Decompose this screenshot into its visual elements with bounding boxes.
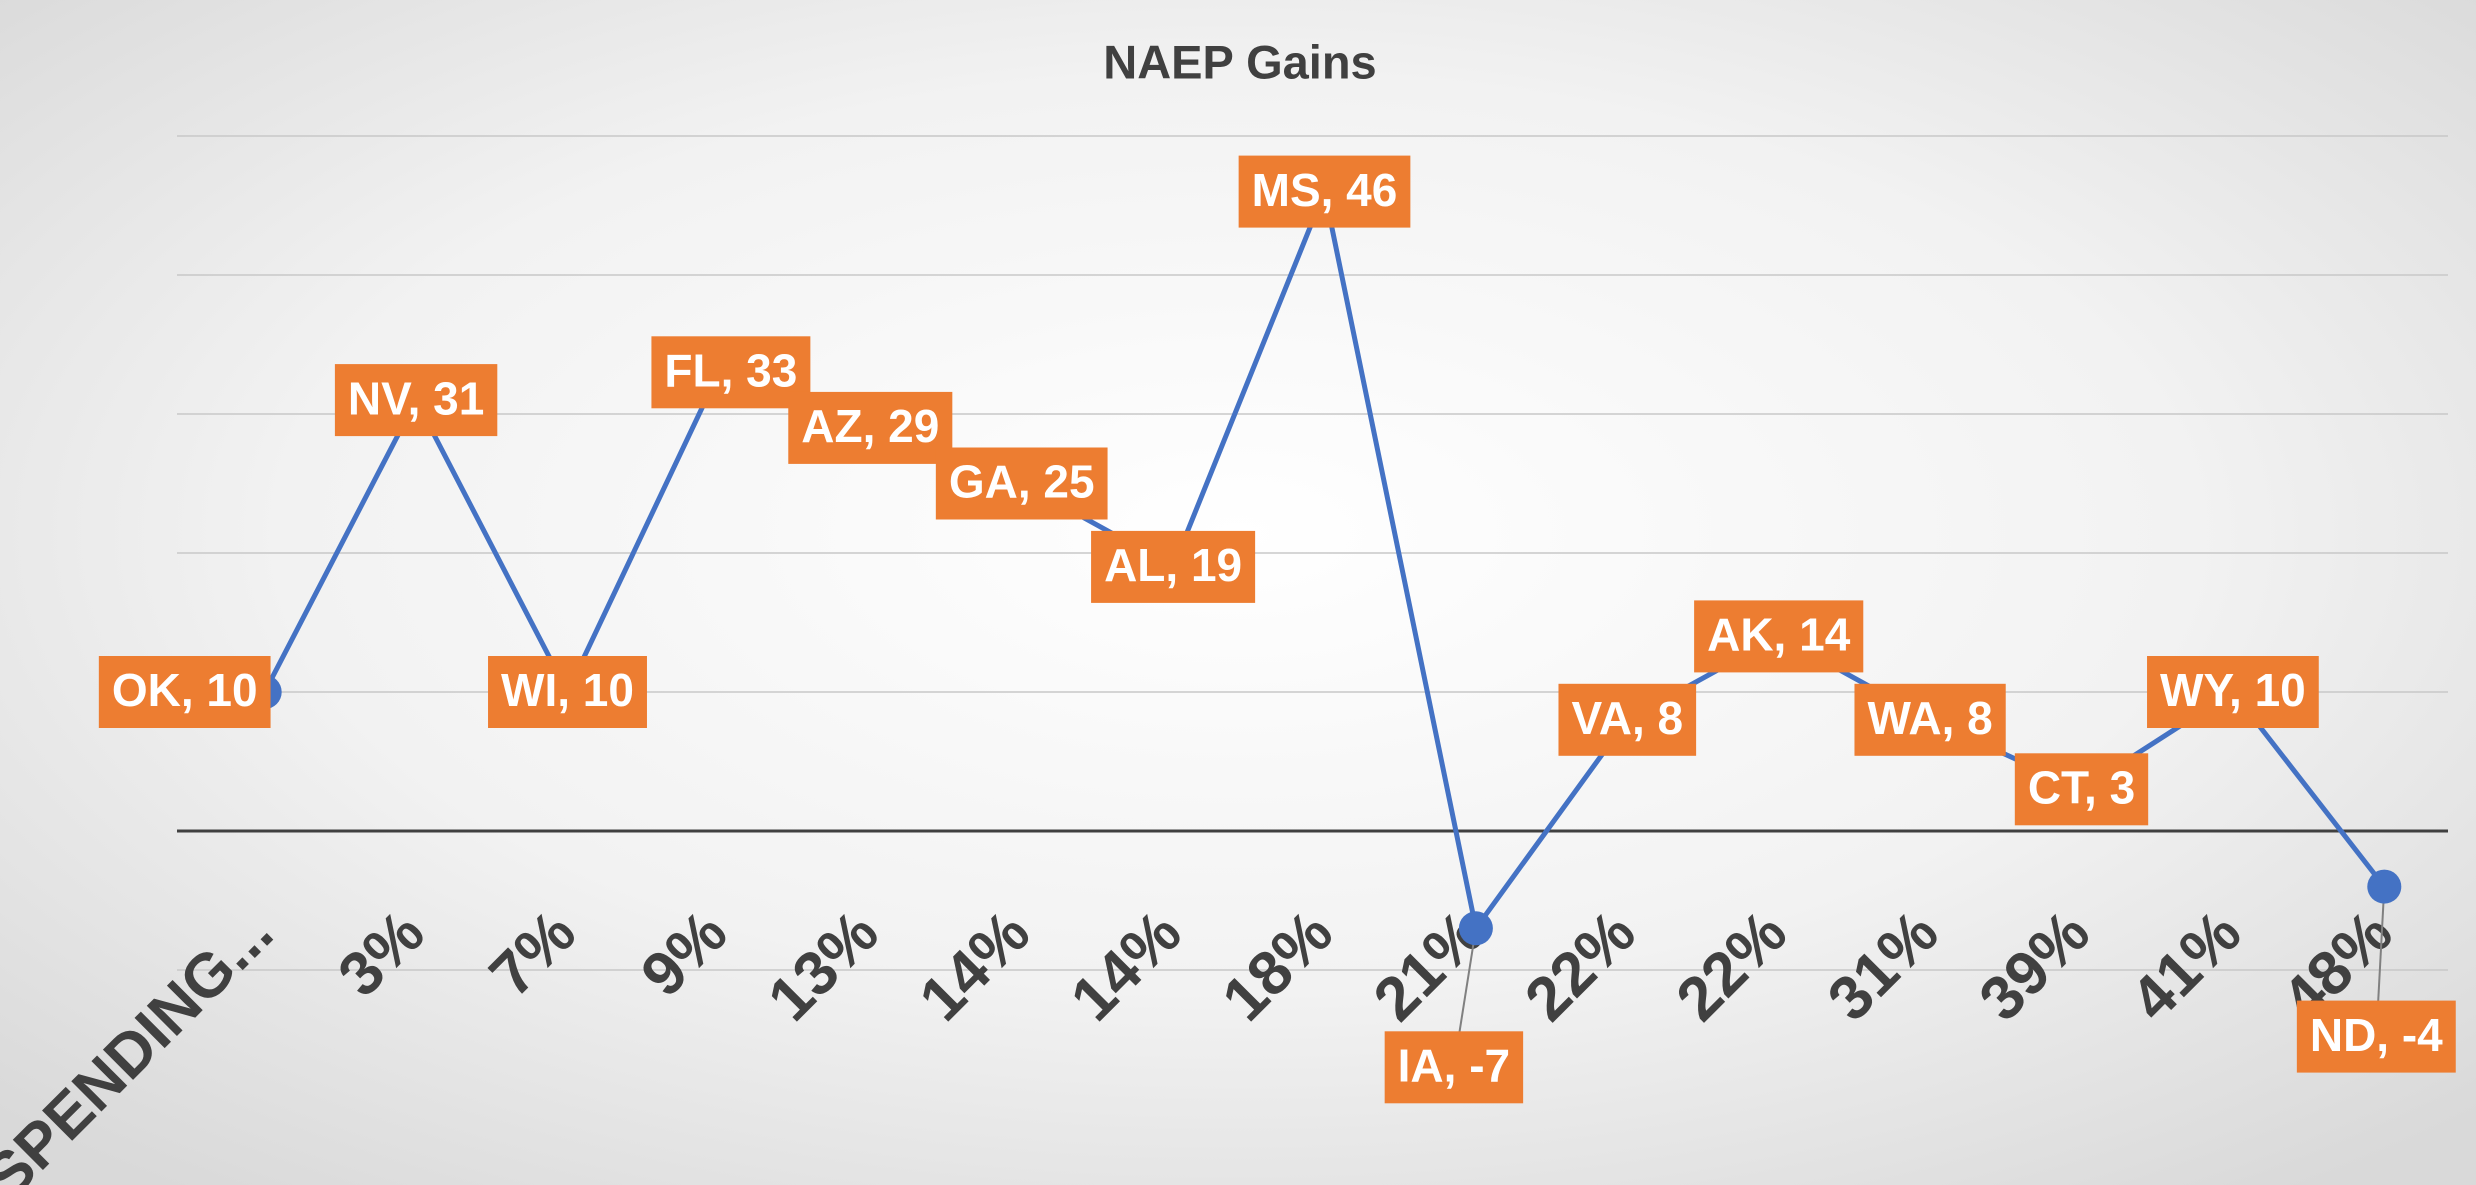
data-label-text: FL, 33 <box>664 344 797 396</box>
data-label: MS, 46 <box>1238 155 1411 228</box>
data-label: CT, 3 <box>2014 753 2149 826</box>
data-label-text: CT, 3 <box>2028 761 2135 813</box>
data-label-box <box>1558 683 1697 756</box>
data-label: WY, 10 <box>2147 656 2319 728</box>
data-label: WA, 8 <box>1854 683 2006 756</box>
data-label: GA, 25 <box>935 447 1108 520</box>
data-label-text: AZ, 29 <box>801 400 939 452</box>
data-label: NV, 31 <box>334 364 498 437</box>
data-label-text: AL, 19 <box>1104 539 1242 591</box>
data-label-text: ND, -4 <box>2310 1009 2443 1061</box>
data-label-text: MS, 46 <box>1252 164 1398 216</box>
data-point <box>1458 911 1493 946</box>
data-label-box <box>488 656 647 728</box>
data-label-box <box>1238 155 1411 228</box>
data-label-box <box>334 364 498 437</box>
data-label-box <box>2296 1000 2456 1073</box>
data-label-text: WY, 10 <box>2160 664 2306 716</box>
data-label: AK, 14 <box>1694 600 1864 673</box>
data-label: WI, 10 <box>488 656 647 728</box>
data-label-text: NV, 31 <box>348 372 484 424</box>
data-label-text: AK, 14 <box>1707 609 1851 661</box>
data-label-box <box>1694 600 1864 673</box>
data-label-box <box>1384 1031 1524 1104</box>
data-label-text: VA, 8 <box>1571 692 1683 744</box>
data-label-text: GA, 25 <box>949 456 1095 508</box>
data-label: AZ, 29 <box>788 391 953 464</box>
data-label: AL, 19 <box>1091 530 1256 603</box>
data-label-box <box>1854 683 2006 756</box>
data-label-box <box>1091 530 1256 603</box>
data-label-box <box>2014 753 2149 826</box>
data-label-box <box>651 336 811 409</box>
data-label-box <box>935 447 1108 520</box>
data-label-box <box>98 656 271 728</box>
data-label: VA, 8 <box>1558 683 1697 756</box>
chart-title: NAEP Gains <box>1103 35 1376 88</box>
data-label-text: IA, -7 <box>1398 1039 1510 1091</box>
data-label-text: OK, 10 <box>112 664 258 716</box>
data-label: OK, 10 <box>98 656 271 728</box>
data-label-box <box>2147 656 2319 728</box>
data-label: ND, -4 <box>2296 1000 2456 1073</box>
data-label-text: WA, 8 <box>1867 692 1992 744</box>
data-label-text: WI, 10 <box>501 664 634 716</box>
data-point <box>2367 869 2402 904</box>
data-label-box <box>788 391 953 464</box>
data-label: FL, 33 <box>651 336 811 409</box>
data-label: IA, -7 <box>1384 1031 1524 1104</box>
